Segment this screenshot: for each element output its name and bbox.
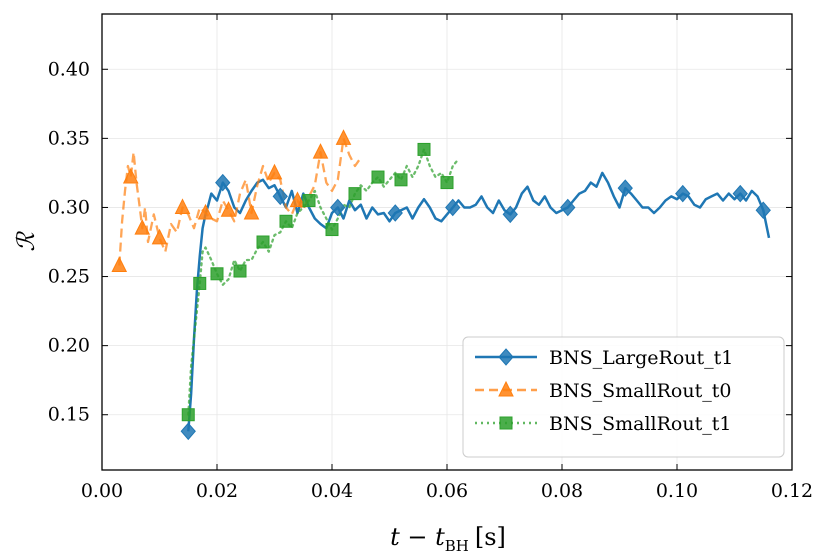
series-marker-BNS_SmallRout_t1 [193, 276, 207, 290]
legend-label: BNS_SmallRout_t1 [549, 413, 731, 435]
series-marker-BNS_SmallRout_t0 [134, 219, 151, 235]
x-tick-label: 0.04 [311, 480, 353, 502]
series-marker-BNS_LargeRout_t1 [180, 422, 196, 441]
series-marker-BNS_LargeRout_t1 [675, 184, 691, 203]
legend-label: BNS_LargeRout_t1 [549, 347, 733, 369]
series-marker-BNS_SmallRout_t0 [335, 129, 352, 145]
series-marker-BNS_LargeRout_t1 [755, 201, 771, 219]
x-tick-label: 0.02 [196, 480, 238, 502]
y-tick-label: 0.20 [48, 335, 90, 357]
series-marker-BNS_LargeRout_t1 [617, 179, 633, 197]
x-tick-label: 0.10 [656, 480, 698, 502]
ticks: 0.00 0.02 0.04 0.06 0.08 0.10 0.12 0.15 0.20 0.25… [48, 14, 813, 502]
series-marker-BNS_SmallRout_t0 [174, 198, 191, 214]
series-marker-BNS_SmallRout_t1 [348, 187, 362, 201]
series-marker-BNS_LargeRout_t1 [272, 187, 288, 206]
legend-frame [462, 336, 785, 458]
legend-label: BNS_SmallRout_t0 [549, 380, 731, 402]
y-tick-label: 0.25 [48, 266, 90, 288]
y-tick-label: 0.40 [48, 58, 90, 80]
series-marker-BNS_LargeRout_t1 [445, 198, 461, 217]
series-marker-BNS_SmallRout_t1 [210, 267, 224, 281]
series-marker-BNS_SmallRout_t1 [394, 173, 408, 187]
series-line-BNS_SmallRout_t1 [187, 148, 460, 416]
series-marker-BNS_SmallRout_t0 [122, 167, 139, 184]
series-marker-BNS_SmallRout_t0 [111, 256, 128, 272]
marker-layer [111, 129, 771, 441]
y-axis-label: ℛ [12, 231, 40, 252]
x-tick-label: 0.00 [81, 480, 123, 502]
legend-marker [499, 416, 513, 430]
y-tick-label: 0.15 [48, 404, 90, 426]
series-marker-BNS_SmallRout_t0 [289, 191, 306, 208]
series-marker-BNS_SmallRout_t0 [151, 228, 168, 245]
x-tick-label: 0.12 [771, 480, 813, 502]
series-marker-BNS_SmallRout_t0 [243, 203, 260, 220]
series-marker-BNS_SmallRout_t1 [440, 176, 454, 190]
series-marker-BNS_SmallRout_t1 [417, 142, 431, 156]
x-axis-label: t − tBH [s] [390, 523, 506, 555]
grid [101, 14, 793, 470]
series-marker-BNS_SmallRout_t1 [302, 194, 316, 208]
y-tick-label: 0.35 [48, 127, 90, 149]
series-marker-BNS_SmallRout_t1 [181, 408, 195, 422]
series-marker-BNS_LargeRout_t1 [732, 184, 748, 203]
series-marker-BNS_SmallRout_t0 [312, 143, 329, 159]
legend: BNS_LargeRout_t1 BNS_SmallRout_t0 BNS_Smal… [462, 336, 785, 458]
series-marker-BNS_SmallRout_t0 [220, 201, 237, 217]
legend-marker [498, 380, 514, 397]
series-marker-BNS_SmallRout_t1 [371, 170, 385, 184]
series-line-BNS_LargeRout_t1 [187, 171, 771, 432]
series-marker-BNS_LargeRout_t1 [387, 204, 403, 222]
x-tick-label: 0.06 [426, 480, 468, 502]
y-tick-label: 0.30 [48, 196, 90, 218]
series-marker-BNS_LargeRout_t1 [215, 173, 231, 192]
series-marker-BNS_SmallRout_t1 [325, 223, 339, 237]
series-marker-BNS_LargeRout_t1 [502, 205, 518, 224]
series-marker-BNS_LargeRout_t1 [330, 198, 346, 217]
series-marker-BNS_SmallRout_t0 [266, 163, 283, 180]
series-marker-BNS_LargeRout_t1 [560, 198, 576, 217]
series-marker-BNS_SmallRout_t1 [233, 264, 247, 278]
series-marker-BNS_SmallRout_t1 [256, 235, 270, 249]
series-marker-BNS_SmallRout_t0 [197, 203, 214, 220]
x-tick-label: 0.08 [541, 480, 583, 502]
series-marker-BNS_SmallRout_t1 [279, 214, 293, 228]
legend-marker [498, 348, 514, 366]
